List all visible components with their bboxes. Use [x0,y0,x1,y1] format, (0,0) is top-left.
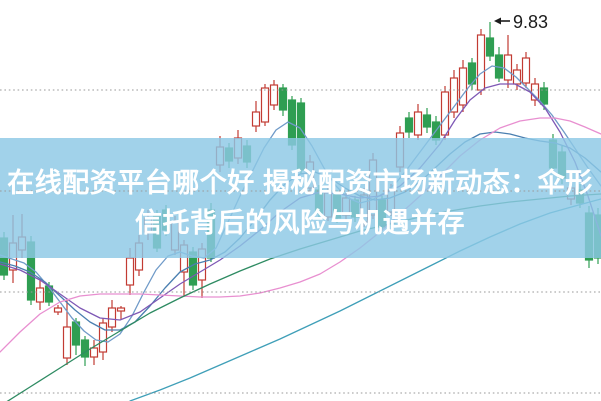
candle-down [539,87,549,105]
candle-up [521,57,531,84]
peak-annotation: 9.83 [494,12,548,32]
gridlines-layer [0,89,601,394]
candle-down [278,87,288,111]
candle-down [404,117,414,133]
candle-up [503,54,513,81]
candle-up [476,34,486,91]
candle-down [485,37,495,57]
candle-up [449,77,459,113]
ma-short-blue [0,65,601,343]
candle-up [89,347,99,358]
candle-down [80,339,90,358]
candle-up [413,111,423,136]
candle-up [116,307,126,312]
candle-up [107,307,117,328]
candle-up [251,111,261,127]
candle-up [35,287,45,303]
candle-up [458,67,468,106]
headline-band [0,138,601,258]
candle-up [269,84,279,106]
candle-down [422,114,432,128]
annotation-price-label: 9.83 [513,12,548,32]
ma-pink [0,117,601,353]
candle-up [440,91,450,136]
candle-up [125,257,135,286]
candle-up [512,69,522,85]
candle-up [62,326,72,359]
annotation-arrow-head [494,17,501,25]
headline-line-1: 在线配资平台哪个好 揭秘配资市场新动态：伞形 [7,167,593,198]
candle-up [98,322,108,353]
candle-up [53,307,63,313]
candle-up [260,87,270,123]
headline-line-2: 信托背后的风险与机遇并存 [135,207,465,238]
